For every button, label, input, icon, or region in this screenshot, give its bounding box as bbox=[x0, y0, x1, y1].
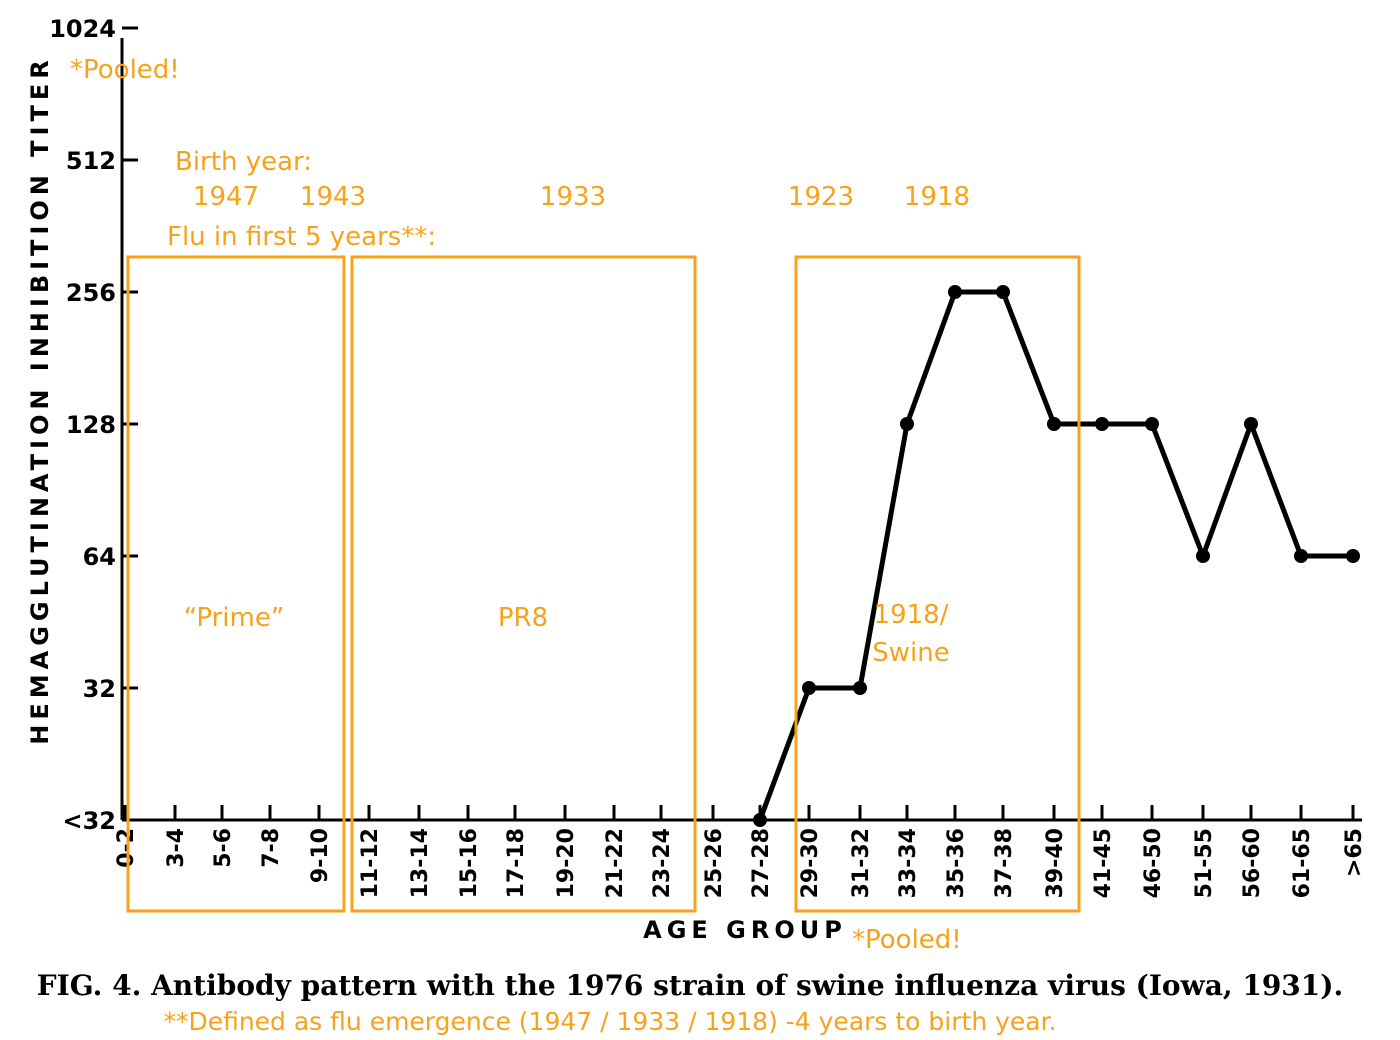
birth-year-1947: 1947 bbox=[193, 182, 259, 212]
x-tick-label: 33-34 bbox=[896, 828, 921, 898]
y-tick-label: 512 bbox=[66, 147, 116, 175]
pooled-note-top: *Pooled! bbox=[70, 55, 180, 85]
x-tick-label: 37-38 bbox=[992, 828, 1017, 898]
x-tick-label: 19-20 bbox=[554, 828, 579, 898]
x-tick-label: >65 bbox=[1342, 828, 1367, 877]
y-tick-label: 64 bbox=[83, 543, 116, 571]
highlight-box-pr8 bbox=[350, 255, 697, 913]
x-tick-label: 3-4 bbox=[164, 828, 189, 868]
x-tick-label: 41-45 bbox=[1091, 828, 1116, 898]
x-tick-label: 51-55 bbox=[1192, 828, 1217, 898]
highlight-box-prime bbox=[126, 255, 346, 913]
birth-year-1943: 1943 bbox=[300, 182, 366, 212]
y-tick-label: 256 bbox=[66, 279, 116, 307]
x-tick-label: 56-60 bbox=[1240, 828, 1265, 898]
data-point bbox=[996, 285, 1010, 299]
x-tick-label: 11-12 bbox=[358, 828, 383, 898]
box-label-prime: “Prime” bbox=[184, 603, 285, 633]
data-point bbox=[1145, 417, 1159, 431]
box-label-1918: 1918/ bbox=[874, 600, 949, 630]
birth-year-label: Birth year: bbox=[175, 147, 312, 177]
x-tick-label: 61-65 bbox=[1290, 828, 1315, 898]
x-tick-label: 35-36 bbox=[944, 828, 969, 898]
data-point bbox=[802, 681, 816, 695]
x-tick-label: 15-16 bbox=[457, 828, 482, 898]
highlight-box-1918 bbox=[794, 255, 1081, 913]
data-point bbox=[1244, 417, 1258, 431]
footnote: **Defined as flu emergence (1947 / 1933 … bbox=[163, 1007, 1056, 1036]
data-point bbox=[1047, 417, 1061, 431]
box-label-swine: Swine bbox=[872, 638, 949, 668]
data-point bbox=[1196, 549, 1210, 563]
x-tick-label: 9-10 bbox=[308, 828, 333, 883]
data-point bbox=[753, 813, 767, 827]
pooled-note-bottom: *Pooled! bbox=[852, 925, 962, 955]
x-tick-label: 7-8 bbox=[259, 828, 284, 868]
y-ticks: <32 32 64 128 256 512 1024 bbox=[49, 15, 138, 835]
y-tick-label: 128 bbox=[66, 411, 116, 439]
x-tick-label: 29-30 bbox=[798, 828, 823, 898]
birth-year-1933: 1933 bbox=[540, 182, 606, 212]
birth-year-1923: 1923 bbox=[788, 182, 854, 212]
data-point bbox=[948, 285, 962, 299]
figure-caption: FIG. 4. Antibody pattern with the 1976 s… bbox=[37, 969, 1344, 1002]
data-point bbox=[853, 681, 867, 695]
x-tick-label: 13-14 bbox=[408, 828, 433, 898]
y-tick-label: 1024 bbox=[49, 15, 116, 43]
data-point bbox=[900, 417, 914, 431]
series bbox=[753, 285, 1360, 827]
flu-label: Flu in first 5 years**: bbox=[167, 222, 436, 252]
data-point bbox=[1346, 549, 1360, 563]
x-axis-title: AGE GROUP bbox=[643, 916, 847, 944]
x-tick-label: 21-22 bbox=[603, 828, 628, 898]
y-tick-label: <32 bbox=[62, 807, 116, 835]
x-tick-label: 25-26 bbox=[702, 828, 727, 898]
x-tick-label: 46-50 bbox=[1141, 828, 1166, 898]
x-tick-label: 31-32 bbox=[849, 828, 874, 898]
birth-year-1918: 1918 bbox=[904, 182, 970, 212]
series-line bbox=[757, 289, 1353, 821]
y-tick-label: 32 bbox=[83, 675, 116, 703]
x-tick-label: 23-24 bbox=[650, 828, 675, 898]
x-tick-label: 39-40 bbox=[1043, 828, 1068, 898]
data-point bbox=[1095, 417, 1109, 431]
data-point bbox=[1294, 549, 1308, 563]
box-label-pr8: PR8 bbox=[498, 603, 548, 633]
x-tick-label: 17-18 bbox=[504, 828, 529, 898]
y-axis-title: HEMAGGLUTINATION INHIBITION TITER bbox=[26, 55, 54, 744]
x-tick-label: 27-28 bbox=[749, 828, 774, 898]
x-tick-label: 5-6 bbox=[211, 828, 236, 868]
